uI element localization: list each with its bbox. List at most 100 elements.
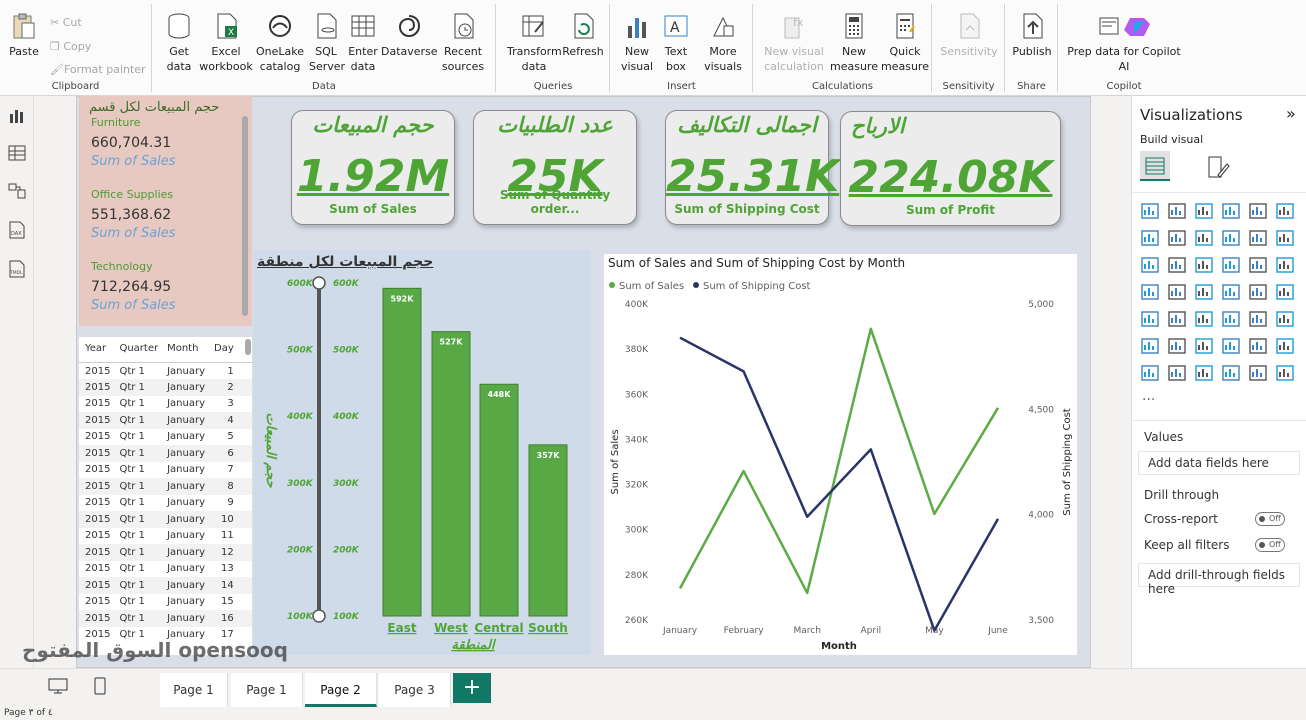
report-view-icon[interactable] <box>7 106 27 126</box>
filled-map-visual-icon[interactable] <box>1194 283 1214 301</box>
stacked-area-visual-icon[interactable] <box>1194 229 1214 247</box>
excel-workbook-button[interactable]: X Excel workbook <box>199 12 253 74</box>
narrative-visual-icon[interactable] <box>1248 337 1268 355</box>
date-table[interactable]: Year Quarter Month Day 2015 Qtr 1 January 1… <box>79 337 252 655</box>
table-row[interactable]: 2015 Qtr 1 January 15 <box>79 594 252 611</box>
copy-button[interactable]: ❐ Copy <box>50 40 91 53</box>
page-tab-1-copy[interactable]: Page 1 <box>231 673 303 707</box>
format-visual-tab[interactable] <box>1204 153 1232 181</box>
new-visual-button[interactable]: New visual <box>617 12 657 74</box>
table-row[interactable]: 2015 Qtr 1 January 13 <box>79 561 252 578</box>
category-scrollbar[interactable] <box>242 116 248 316</box>
area-visual-icon[interactable] <box>1167 229 1187 247</box>
table-scrollbar[interactable] <box>245 339 251 355</box>
table-row[interactable]: 2015 Qtr 1 January 4 <box>79 412 252 429</box>
table-row[interactable]: 2015 Qtr 1 January 14 <box>79 577 252 594</box>
more-visuals-ellipsis[interactable]: ... <box>1142 388 1156 404</box>
mobile-view-icon[interactable] <box>92 677 108 695</box>
stacked-bar-visual-icon[interactable] <box>1140 202 1160 220</box>
ribbon-visual-icon[interactable] <box>1140 256 1160 274</box>
sql-server-button[interactable]: SQL Server <box>309 12 345 74</box>
table-row[interactable]: 2015 Qtr 1 January 6 <box>79 445 252 462</box>
arcgis-visual-icon[interactable] <box>1221 364 1241 382</box>
map-visual-icon[interactable] <box>1167 283 1187 301</box>
pie-visual-icon[interactable] <box>1248 256 1268 274</box>
region-bar-chart[interactable]: حجم المبيعات لكل منطقة 100K 100K 200K 200K 3… <box>253 250 591 655</box>
funnel-visual-icon[interactable] <box>1194 256 1214 274</box>
text-box-button[interactable]: A Text box <box>661 12 691 74</box>
get-data-button[interactable]: Get data <box>159 12 199 74</box>
key-influencers-visual-icon[interactable] <box>1167 337 1187 355</box>
column-header-year[interactable]: Year <box>79 337 114 363</box>
shape-map-visual-icon[interactable] <box>1248 364 1268 382</box>
slicer-visual-icon[interactable] <box>1194 310 1214 328</box>
line-visual-icon[interactable] <box>1140 229 1160 247</box>
waterfall-visual-icon[interactable] <box>1167 256 1187 274</box>
python-visual-icon[interactable] <box>1140 337 1160 355</box>
kpi-card-profit[interactable]: الارباح 224.08K Sum of Profit <box>840 111 1061 226</box>
kpi-card-sales[interactable]: حجم المبيعات 1.92M Sum of Sales <box>291 110 455 225</box>
treemap-visual-icon[interactable] <box>1140 283 1160 301</box>
table-row[interactable]: 2015 Qtr 1 January 7 <box>79 462 252 479</box>
onelake-button[interactable]: OneLake catalog <box>253 12 307 74</box>
model-view-icon[interactable] <box>7 181 27 201</box>
table-row[interactable]: 2015 Qtr 1 January 17 <box>79 627 252 644</box>
100-area-visual-icon[interactable] <box>1221 229 1241 247</box>
dax-query-icon[interactable]: DAX <box>7 220 27 240</box>
dataverse-button[interactable]: Dataverse <box>381 12 438 59</box>
new-measure-button[interactable]: New measure <box>830 12 878 74</box>
table-row[interactable]: 2015 Qtr 1 January 2 <box>79 379 252 396</box>
add-data-fields-well[interactable]: Add data fields here <box>1138 451 1300 475</box>
gauge-visual-icon[interactable] <box>1248 283 1268 301</box>
enter-data-button[interactable]: Enter data <box>345 12 381 74</box>
donut-visual-icon[interactable] <box>1275 256 1295 274</box>
cross-report-toggle[interactable]: Off <box>1255 512 1285 526</box>
keep-filters-toggle[interactable]: Off <box>1255 538 1285 552</box>
sales-shipping-line-chart[interactable]: Sum of Sales and Sum of Shipping Cost by… <box>604 254 1077 655</box>
refresh-button[interactable]: Refresh <box>561 12 605 59</box>
page-tab-3[interactable]: Page 3 <box>379 673 451 707</box>
prep-copilot-button[interactable]: Prep data for Copilot AI <box>1067 12 1181 74</box>
table-row[interactable]: 2015 Qtr 1 January 12 <box>79 544 252 561</box>
page-tab-1[interactable]: Page 1 <box>160 673 228 707</box>
paginated-visual-icon[interactable] <box>1140 364 1160 382</box>
table-row[interactable]: 2015 Qtr 1 January 10 <box>79 511 252 528</box>
goals-visual-icon[interactable] <box>1275 337 1295 355</box>
sensitivity-button[interactable]: Sensitivity <box>939 12 999 59</box>
collapse-pane-icon[interactable]: » <box>1286 104 1296 123</box>
page-tab-2[interactable]: Page 2 <box>305 673 377 707</box>
qa-visual-icon[interactable] <box>1221 337 1241 355</box>
table-row[interactable]: 2015 Qtr 1 January 11 <box>79 528 252 545</box>
table-visual-icon[interactable] <box>1221 310 1241 328</box>
more-visual-icon[interactable] <box>1275 364 1295 382</box>
multirow-card-visual-icon[interactable] <box>1140 310 1160 328</box>
add-page-button[interactable]: + <box>453 673 491 703</box>
table-row[interactable]: 2015 Qtr 1 January 3 <box>79 396 252 413</box>
decomposition-visual-icon[interactable] <box>1194 337 1214 355</box>
paste-button[interactable]: Paste <box>6 12 42 59</box>
line-column-visual-icon[interactable] <box>1248 229 1268 247</box>
power-automate-visual-icon[interactable] <box>1194 364 1214 382</box>
recent-sources-button[interactable]: Recent sources <box>437 12 489 74</box>
kpi-visual-icon[interactable] <box>1167 310 1187 328</box>
table-row[interactable]: 2015 Qtr 1 January 9 <box>79 495 252 512</box>
build-visual-tab[interactable] <box>1140 151 1170 181</box>
line-clustered-visual-icon[interactable] <box>1275 229 1295 247</box>
new-visual-calculation-button[interactable]: fx New visual calculation <box>760 12 828 74</box>
column-header-month[interactable]: Month <box>161 337 209 363</box>
card-visual-icon[interactable] <box>1275 283 1295 301</box>
stacked-column-visual-icon[interactable] <box>1167 202 1187 220</box>
table-row[interactable]: 2015 Qtr 1 January 1 <box>79 363 252 380</box>
publish-button[interactable]: Publish <box>1010 12 1054 59</box>
tmdl-view-icon[interactable]: TMDL <box>7 259 27 279</box>
kpi-card-shipping[interactable]: اجمالى التكاليف 25.31K Sum of Shipping C… <box>665 110 839 225</box>
azure-map-visual-icon[interactable] <box>1221 283 1241 301</box>
scatter-visual-icon[interactable] <box>1221 256 1241 274</box>
kpi-card-quantity[interactable]: عدد الطلبيات 25K Sum of Quantity order..… <box>473 110 637 225</box>
format-painter-button[interactable]: 🖌Format painter <box>50 63 146 76</box>
desktop-view-icon[interactable] <box>48 677 68 695</box>
table-row[interactable]: 2015 Qtr 1 January 16 <box>79 610 252 627</box>
clustered-bar-visual-icon[interactable] <box>1194 202 1214 220</box>
add-drill-through-well[interactable]: Add drill-through fields here <box>1138 563 1300 596</box>
column-header-quarter[interactable]: Quarter <box>113 337 162 363</box>
